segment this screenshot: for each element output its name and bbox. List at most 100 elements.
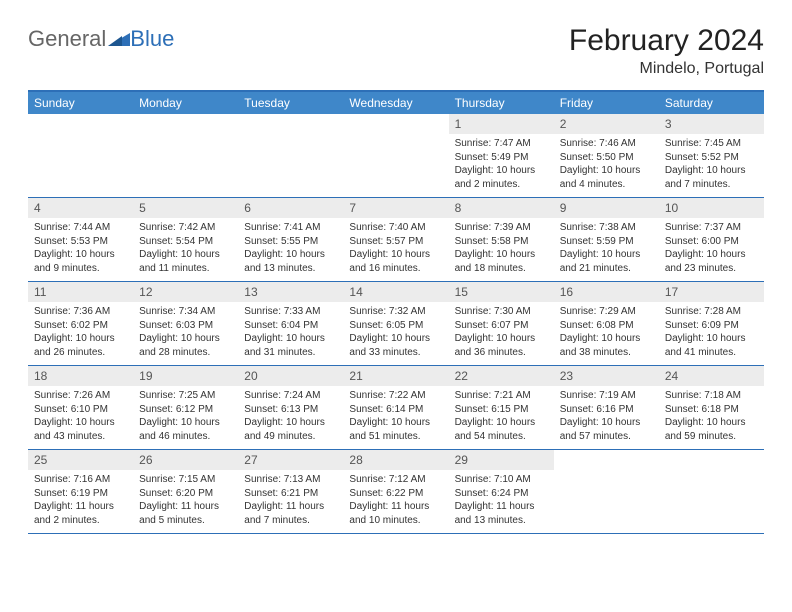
day-details: Sunrise: 7:34 AMSunset: 6:03 PMDaylight:… [133, 302, 238, 365]
day-cell: 21Sunrise: 7:22 AMSunset: 6:14 PMDayligh… [343, 366, 448, 449]
dow-fri: Friday [554, 92, 659, 114]
day-number: 18 [28, 366, 133, 386]
daylight-text: Daylight: 11 hours and 10 minutes. [349, 500, 442, 527]
sunset-text: Sunset: 6:03 PM [139, 319, 232, 333]
sunrise-text: Sunrise: 7:21 AM [455, 389, 548, 403]
sunrise-text: Sunrise: 7:25 AM [139, 389, 232, 403]
day-cell: 10Sunrise: 7:37 AMSunset: 6:00 PMDayligh… [659, 198, 764, 281]
day-cell: 25Sunrise: 7:16 AMSunset: 6:19 PMDayligh… [28, 450, 133, 533]
daylight-text: Daylight: 10 hours and 43 minutes. [34, 416, 127, 443]
day-cell: 1Sunrise: 7:47 AMSunset: 5:49 PMDaylight… [449, 114, 554, 197]
day-cell: 11Sunrise: 7:36 AMSunset: 6:02 PMDayligh… [28, 282, 133, 365]
brand-first: General [28, 26, 106, 52]
sunrise-text: Sunrise: 7:24 AM [244, 389, 337, 403]
day-cell: 24Sunrise: 7:18 AMSunset: 6:18 PMDayligh… [659, 366, 764, 449]
daylight-text: Daylight: 10 hours and 54 minutes. [455, 416, 548, 443]
calendar-page: General Blue February 2024 Mindelo, Port… [0, 0, 792, 612]
daylight-text: Daylight: 10 hours and 21 minutes. [560, 248, 653, 275]
day-details: Sunrise: 7:13 AMSunset: 6:21 PMDaylight:… [238, 470, 343, 533]
brand-logo: General Blue [28, 26, 174, 52]
day-number: 7 [343, 198, 448, 218]
day-details: Sunrise: 7:39 AMSunset: 5:58 PMDaylight:… [449, 218, 554, 281]
day-details: Sunrise: 7:36 AMSunset: 6:02 PMDaylight:… [28, 302, 133, 365]
sunset-text: Sunset: 6:07 PM [455, 319, 548, 333]
sunset-text: Sunset: 5:49 PM [455, 151, 548, 165]
daylight-text: Daylight: 10 hours and 33 minutes. [349, 332, 442, 359]
sunset-text: Sunset: 6:04 PM [244, 319, 337, 333]
sunrise-text: Sunrise: 7:36 AM [34, 305, 127, 319]
day-number: 11 [28, 282, 133, 302]
day-details: Sunrise: 7:21 AMSunset: 6:15 PMDaylight:… [449, 386, 554, 449]
daylight-text: Daylight: 11 hours and 13 minutes. [455, 500, 548, 527]
daylight-text: Daylight: 10 hours and 16 minutes. [349, 248, 442, 275]
day-details: Sunrise: 7:40 AMSunset: 5:57 PMDaylight:… [343, 218, 448, 281]
daylight-text: Daylight: 10 hours and 49 minutes. [244, 416, 337, 443]
month-title: February 2024 [569, 24, 764, 58]
day-number: 29 [449, 450, 554, 470]
sunset-text: Sunset: 6:19 PM [34, 487, 127, 501]
sunrise-text: Sunrise: 7:37 AM [665, 221, 758, 235]
day-details: Sunrise: 7:30 AMSunset: 6:07 PMDaylight:… [449, 302, 554, 365]
day-details: Sunrise: 7:26 AMSunset: 6:10 PMDaylight:… [28, 386, 133, 449]
dow-row: Sunday Monday Tuesday Wednesday Thursday… [28, 92, 764, 114]
sunrise-text: Sunrise: 7:47 AM [455, 137, 548, 151]
sunset-text: Sunset: 6:14 PM [349, 403, 442, 417]
sunset-text: Sunset: 6:16 PM [560, 403, 653, 417]
day-details: Sunrise: 7:38 AMSunset: 5:59 PMDaylight:… [554, 218, 659, 281]
sunrise-text: Sunrise: 7:29 AM [560, 305, 653, 319]
day-number: 1 [449, 114, 554, 134]
day-cell: 16Sunrise: 7:29 AMSunset: 6:08 PMDayligh… [554, 282, 659, 365]
day-number: 20 [238, 366, 343, 386]
day-cell: 13Sunrise: 7:33 AMSunset: 6:04 PMDayligh… [238, 282, 343, 365]
sunrise-text: Sunrise: 7:18 AM [665, 389, 758, 403]
day-number: 19 [133, 366, 238, 386]
day-number: 2 [554, 114, 659, 134]
daylight-text: Daylight: 10 hours and 51 minutes. [349, 416, 442, 443]
daylight-text: Daylight: 10 hours and 46 minutes. [139, 416, 232, 443]
day-details: Sunrise: 7:32 AMSunset: 6:05 PMDaylight:… [343, 302, 448, 365]
sunset-text: Sunset: 5:50 PM [560, 151, 653, 165]
day-number: 17 [659, 282, 764, 302]
daylight-text: Daylight: 10 hours and 13 minutes. [244, 248, 337, 275]
day-details: Sunrise: 7:25 AMSunset: 6:12 PMDaylight:… [133, 386, 238, 449]
day-details: Sunrise: 7:47 AMSunset: 5:49 PMDaylight:… [449, 134, 554, 197]
day-cell: 19Sunrise: 7:25 AMSunset: 6:12 PMDayligh… [133, 366, 238, 449]
sunrise-text: Sunrise: 7:40 AM [349, 221, 442, 235]
day-number: 28 [343, 450, 448, 470]
day-cell: 28Sunrise: 7:12 AMSunset: 6:22 PMDayligh… [343, 450, 448, 533]
daylight-text: Daylight: 11 hours and 2 minutes. [34, 500, 127, 527]
day-details: Sunrise: 7:16 AMSunset: 6:19 PMDaylight:… [28, 470, 133, 533]
sunset-text: Sunset: 6:20 PM [139, 487, 232, 501]
day-number: 15 [449, 282, 554, 302]
sunrise-text: Sunrise: 7:15 AM [139, 473, 232, 487]
day-details: Sunrise: 7:44 AMSunset: 5:53 PMDaylight:… [28, 218, 133, 281]
daylight-text: Daylight: 10 hours and 31 minutes. [244, 332, 337, 359]
day-details: Sunrise: 7:12 AMSunset: 6:22 PMDaylight:… [343, 470, 448, 533]
weeks-container: 1Sunrise: 7:47 AMSunset: 5:49 PMDaylight… [28, 114, 764, 534]
sunrise-text: Sunrise: 7:13 AM [244, 473, 337, 487]
daylight-text: Daylight: 10 hours and 41 minutes. [665, 332, 758, 359]
day-number: 4 [28, 198, 133, 218]
sunrise-text: Sunrise: 7:39 AM [455, 221, 548, 235]
sunrise-text: Sunrise: 7:19 AM [560, 389, 653, 403]
day-number: 6 [238, 198, 343, 218]
day-details: Sunrise: 7:29 AMSunset: 6:08 PMDaylight:… [554, 302, 659, 365]
day-cell: 23Sunrise: 7:19 AMSunset: 6:16 PMDayligh… [554, 366, 659, 449]
calendar-grid: Sunday Monday Tuesday Wednesday Thursday… [28, 90, 764, 534]
daylight-text: Daylight: 10 hours and 7 minutes. [665, 164, 758, 191]
day-cell: 6Sunrise: 7:41 AMSunset: 5:55 PMDaylight… [238, 198, 343, 281]
brand-second: Blue [130, 26, 174, 52]
sunset-text: Sunset: 6:02 PM [34, 319, 127, 333]
sunset-text: Sunset: 6:13 PM [244, 403, 337, 417]
sunset-text: Sunset: 6:00 PM [665, 235, 758, 249]
location-label: Mindelo, Portugal [569, 60, 764, 78]
day-details: Sunrise: 7:10 AMSunset: 6:24 PMDaylight:… [449, 470, 554, 533]
logo-triangle-icon [108, 26, 130, 52]
day-cell: 2Sunrise: 7:46 AMSunset: 5:50 PMDaylight… [554, 114, 659, 197]
sunrise-text: Sunrise: 7:41 AM [244, 221, 337, 235]
sunrise-text: Sunrise: 7:38 AM [560, 221, 653, 235]
day-cell: 22Sunrise: 7:21 AMSunset: 6:15 PMDayligh… [449, 366, 554, 449]
page-header: General Blue February 2024 Mindelo, Port… [28, 20, 764, 78]
day-cell [133, 114, 238, 197]
daylight-text: Daylight: 10 hours and 4 minutes. [560, 164, 653, 191]
